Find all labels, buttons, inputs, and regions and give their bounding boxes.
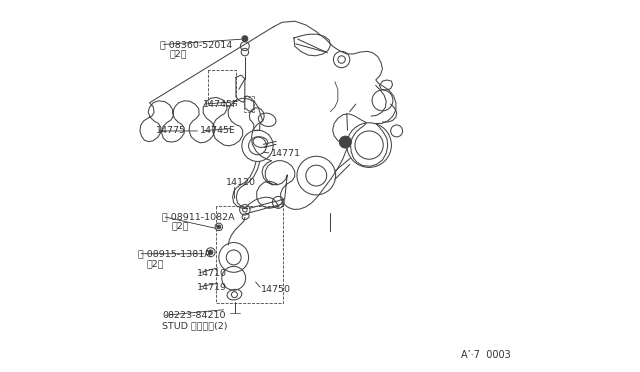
- Text: 14775: 14775: [156, 126, 186, 135]
- Circle shape: [217, 225, 221, 229]
- Text: 14745E: 14745E: [200, 126, 236, 135]
- Text: 14719: 14719: [196, 283, 227, 292]
- Text: STUD スタッド(2): STUD スタッド(2): [162, 321, 227, 330]
- Text: （2）: （2）: [147, 259, 164, 268]
- Text: Ⓡ 08915-1381A: Ⓡ 08915-1381A: [138, 249, 211, 258]
- Text: A’·7  0003: A’·7 0003: [461, 350, 511, 360]
- Text: （2）: （2）: [170, 49, 187, 58]
- Text: 14771: 14771: [271, 149, 301, 158]
- Text: Ⓢ 08360-52014: Ⓢ 08360-52014: [160, 40, 232, 49]
- Circle shape: [339, 136, 351, 148]
- Circle shape: [209, 250, 213, 254]
- Text: （2）: （2）: [172, 222, 189, 231]
- Text: 08223-84210: 08223-84210: [162, 311, 225, 320]
- Text: 14710: 14710: [196, 269, 227, 278]
- Text: 14750: 14750: [261, 285, 291, 294]
- Text: Ⓝ 08911-1082A: Ⓝ 08911-1082A: [162, 212, 234, 221]
- Text: 14745F: 14745F: [203, 100, 238, 109]
- Text: 14120: 14120: [227, 178, 256, 187]
- Circle shape: [242, 36, 248, 42]
